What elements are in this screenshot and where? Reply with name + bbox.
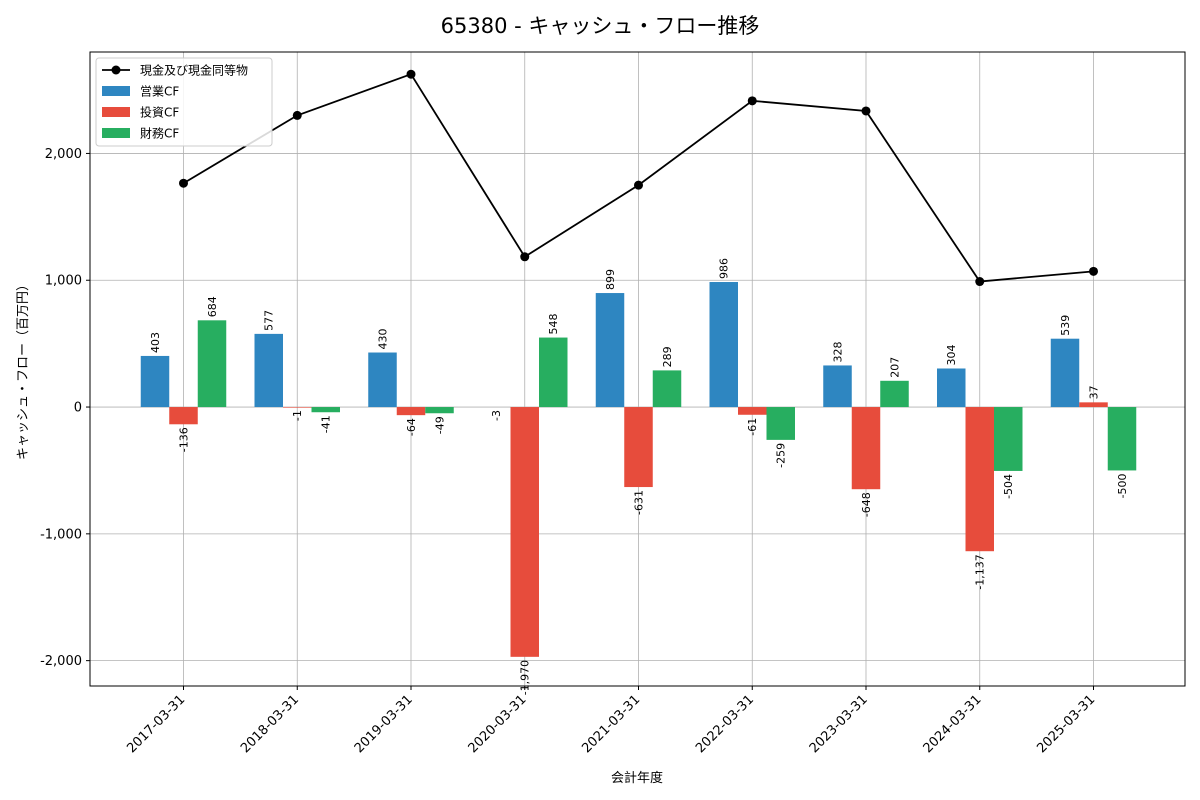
line-layer xyxy=(179,69,1098,287)
x-tick-label: 2018-03-31 xyxy=(238,692,302,756)
x-tick-label: 2019-03-31 xyxy=(352,692,416,756)
bar-value-label: 403 xyxy=(149,332,162,353)
bar xyxy=(766,407,795,440)
legend-swatch xyxy=(102,86,130,96)
bar xyxy=(652,370,682,408)
plot-frame xyxy=(89,51,1186,687)
x-axis-label: 会計年度 xyxy=(611,770,663,786)
legend-swatch xyxy=(102,107,130,117)
legend-box xyxy=(95,57,273,147)
x-tick-label: 2017-03-31 xyxy=(124,692,188,756)
bar-value-label: -259 xyxy=(775,443,788,468)
bar-value-label: 289 xyxy=(661,346,674,367)
bar xyxy=(140,355,170,408)
bar xyxy=(425,407,454,414)
bar xyxy=(994,407,1023,471)
cash-point xyxy=(406,69,416,79)
bar xyxy=(197,320,227,408)
y-tick-label: 2,000 xyxy=(45,147,82,162)
x-tick-label: 2021-03-31 xyxy=(579,692,643,756)
bar-value-label: 899 xyxy=(604,269,617,290)
y-tick-label: 0 xyxy=(74,401,82,416)
cash-point xyxy=(634,180,643,190)
y-tick-label: -1,000 xyxy=(40,527,82,542)
bar-value-label: -61 xyxy=(746,418,759,436)
bar-value-label: -631 xyxy=(633,490,646,515)
bar xyxy=(510,407,539,657)
bar xyxy=(254,333,283,408)
bar-value-label: 577 xyxy=(263,310,276,331)
bar xyxy=(539,337,568,408)
bar-value-label: -49 xyxy=(434,416,447,434)
bar-value-label: 986 xyxy=(718,258,731,279)
bar xyxy=(624,407,653,488)
x-tick-label: 2020-03-31 xyxy=(466,692,530,756)
cash-point xyxy=(861,106,871,116)
bar xyxy=(965,407,994,552)
cash-point xyxy=(1089,266,1098,276)
cash-point xyxy=(179,178,188,188)
bar-value-label: -1 xyxy=(291,410,304,421)
bar xyxy=(1079,402,1108,408)
bar xyxy=(396,407,426,416)
bar-value-label: 684 xyxy=(206,296,219,317)
cash-point xyxy=(975,277,985,287)
bar-value-label: -648 xyxy=(860,492,873,517)
bar-value-label: -64 xyxy=(405,418,418,436)
bar xyxy=(283,407,312,408)
cash-point xyxy=(747,96,757,106)
x-tick-label: 2023-03-31 xyxy=(807,692,871,756)
bar-value-label: -3 xyxy=(490,410,503,421)
bar xyxy=(1050,338,1080,408)
bar xyxy=(738,407,767,415)
legend-marker xyxy=(111,65,121,75)
legend-label: 営業CF xyxy=(140,85,179,99)
bars-layer xyxy=(140,282,1137,657)
y-tick-label: 1,000 xyxy=(45,274,82,289)
legend-label: 投資CF xyxy=(140,105,179,120)
bar-value-label: 207 xyxy=(889,357,902,378)
cash-point xyxy=(292,110,302,120)
x-tick-label: 2022-03-31 xyxy=(693,692,757,756)
bar-value-label: -41 xyxy=(320,415,333,433)
bar xyxy=(880,380,909,408)
chart-title: 65380 - キャッシュ・フロー推移 xyxy=(441,14,760,38)
bar-value-label: -1,137 xyxy=(974,554,987,589)
y-tick-label: -2,000 xyxy=(40,654,82,669)
bar xyxy=(169,407,198,425)
bar-value-label: -500 xyxy=(1116,473,1129,498)
x-tick-label: 2024-03-31 xyxy=(921,692,985,756)
bar xyxy=(1107,407,1137,471)
cash-point xyxy=(520,252,530,262)
legend-label: 財務CF xyxy=(140,126,179,141)
bar-value-label: 37 xyxy=(1088,385,1101,399)
bar xyxy=(709,282,738,408)
y-axis-label: キャッシュ・フロー（百万円） xyxy=(16,278,31,460)
bar xyxy=(368,352,397,408)
bar-value-label: 539 xyxy=(1059,315,1072,336)
legend-swatch xyxy=(102,128,130,138)
legend-label: 現金及び現金同等物 xyxy=(140,63,248,78)
bar-value-label: 548 xyxy=(547,314,560,335)
bar xyxy=(851,407,881,490)
bar-value-label: 328 xyxy=(832,341,845,362)
bar xyxy=(311,407,340,413)
bar xyxy=(595,293,625,408)
bar xyxy=(823,365,852,408)
bar-value-label: -504 xyxy=(1002,474,1015,499)
x-tick-label: 2025-03-31 xyxy=(1034,692,1098,756)
bar-value-label: 304 xyxy=(945,344,958,365)
bar-value-label: -136 xyxy=(178,427,191,452)
grid-layer xyxy=(90,52,1185,686)
bar xyxy=(937,368,966,408)
bar-value-label: 430 xyxy=(377,329,390,350)
